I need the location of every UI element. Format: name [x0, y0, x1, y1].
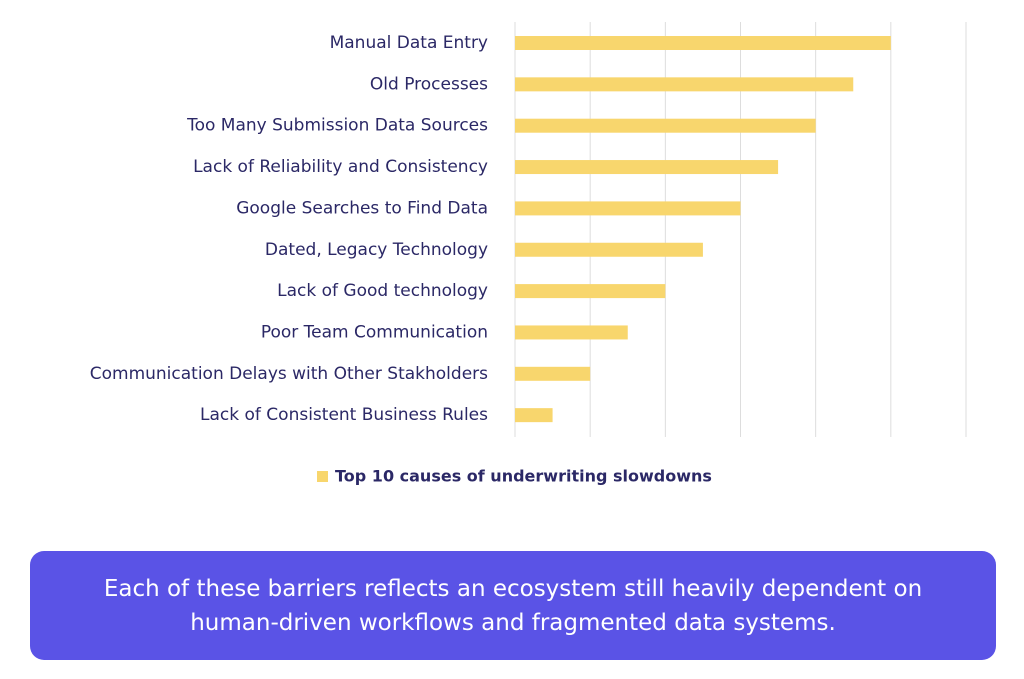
- bar: [515, 284, 666, 299]
- bar: [515, 408, 553, 423]
- y-tick-label: Communication Delays with Other Stakhold…: [90, 364, 488, 384]
- y-tick-label: Dated, Legacy Technology: [265, 240, 488, 260]
- bar: [515, 366, 591, 381]
- caption-box: Each of these barriers reflects an ecosy…: [30, 551, 996, 660]
- bar: [515, 325, 628, 340]
- bar: [515, 160, 779, 175]
- bar: [515, 201, 741, 216]
- y-tick-label: Lack of Reliability and Consistency: [193, 157, 488, 177]
- bar: [515, 242, 703, 257]
- y-tick-label: Lack of Consistent Business Rules: [200, 405, 488, 425]
- bar: [515, 77, 854, 92]
- y-tick-label: Poor Team Communication: [261, 322, 488, 342]
- legend-label: Top 10 causes of underwriting slowdowns: [335, 467, 712, 486]
- chart: Manual Data Entry Old Processes Too Many S…: [90, 22, 967, 486]
- bar: [515, 118, 816, 133]
- y-tick-label: Google Searches to Find Data: [236, 198, 488, 218]
- y-tick-label: Lack of Good technology: [277, 281, 488, 301]
- caption-line: human-driven workflows and fragmented da…: [190, 609, 836, 636]
- y-tick-label: Old Processes: [370, 74, 488, 94]
- legend-swatch: [317, 471, 328, 482]
- y-tick-label: Manual Data Entry: [330, 33, 488, 53]
- bar: [515, 36, 891, 50]
- caption-line: Each of these barriers reflects an ecosy…: [103, 575, 923, 602]
- y-tick-label: Too Many Submission Data Sources: [186, 116, 488, 136]
